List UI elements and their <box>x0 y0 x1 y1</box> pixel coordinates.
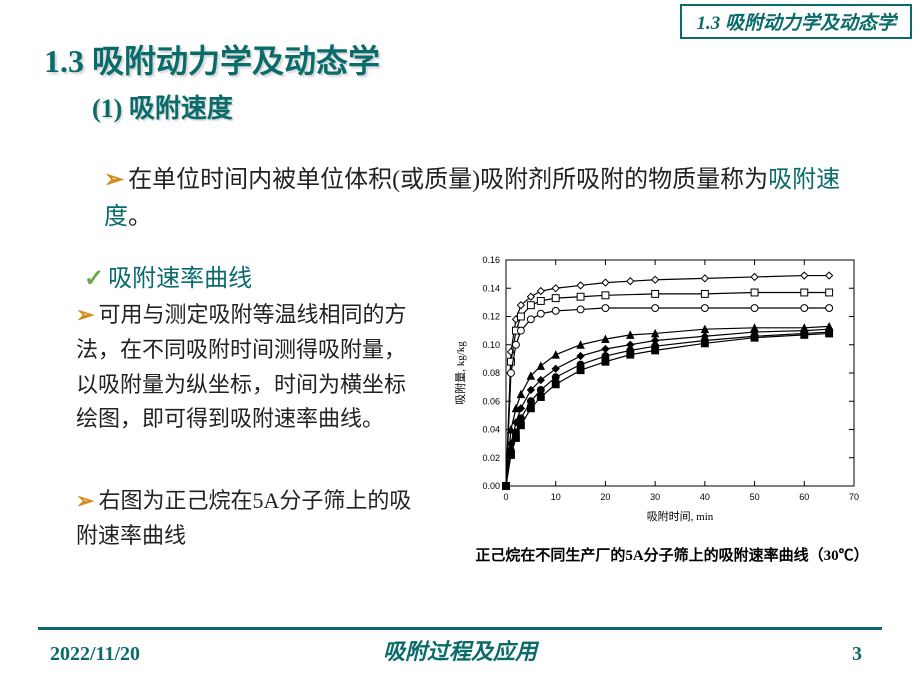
svg-text:吸附时间, min: 吸附时间, min <box>647 509 714 523</box>
svg-text:0.02: 0.02 <box>482 453 500 463</box>
definition-post: 。 <box>128 204 152 230</box>
footer-divider <box>38 627 882 630</box>
definition-text: ➢在单位时间内被单位体积(或质量)吸附剂所吸附的物质量称为吸附速度。 <box>104 162 860 236</box>
paragraph-figure-ref-text: 右图为正己烷在5A分子筛上的吸附速率曲线 <box>76 488 411 548</box>
svg-text:0.12: 0.12 <box>482 312 500 322</box>
svg-text:10: 10 <box>551 492 561 502</box>
svg-text:20: 20 <box>600 492 610 502</box>
chart-svg: 0 10 20 30 40 50 60 70 0.00 0.02 0.04 0.06 0.08 0.10 0… <box>448 250 868 530</box>
svg-text:40: 40 <box>700 492 710 502</box>
footer-page-number: 3 <box>852 643 862 666</box>
svg-text:0.14: 0.14 <box>482 283 500 293</box>
bullet-arrow-icon: ➢ <box>76 302 94 327</box>
svg-text:吸附量, kg/kg: 吸附量, kg/kg <box>453 341 467 405</box>
header-label: 1.3 吸附动力学及动态学 <box>696 13 896 34</box>
page-title: 1.3 吸附动力学及动态学 <box>44 36 380 82</box>
svg-text:0.10: 0.10 <box>482 340 500 350</box>
svg-text:0.04: 0.04 <box>482 425 500 435</box>
paragraph-figure-ref: ➢右图为正己烷在5A分子筛上的吸附速率曲线 <box>76 484 426 554</box>
svg-text:0: 0 <box>503 492 508 502</box>
svg-text:0.00: 0.00 <box>482 481 500 491</box>
footer-center-title: 吸附过程及应用 <box>0 634 920 666</box>
svg-text:30: 30 <box>650 492 660 502</box>
paragraph-method-text: 可用与测定吸附等温线相同的方法，在不同吸附时间测得吸附量，以吸附量为纵坐标，时间… <box>76 302 406 431</box>
paragraph-method: ➢可用与测定吸附等温线相同的方法，在不同吸附时间测得吸附量，以吸附量为纵坐标，时… <box>76 298 426 437</box>
adsorption-rate-chart: 0 10 20 30 40 50 60 70 0.00 0.02 0.04 0.06 0.08 0.10 0… <box>448 250 868 535</box>
check-icon: ✓ <box>84 266 104 292</box>
svg-text:0.06: 0.06 <box>482 396 500 406</box>
curve-title-text: 吸附速率曲线 <box>108 266 252 292</box>
svg-text:60: 60 <box>799 492 809 502</box>
bullet-arrow-icon: ➢ <box>76 488 94 513</box>
header-box: 1.3 吸附动力学及动态学 <box>680 4 912 39</box>
svg-text:0.08: 0.08 <box>482 368 500 378</box>
svg-text:0.16: 0.16 <box>482 255 500 265</box>
svg-text:70: 70 <box>849 492 859 502</box>
chart-caption: 正己烷在不同生产厂的5A分子筛上的吸附速率曲线（30℃） <box>452 544 892 565</box>
svg-text:50: 50 <box>750 492 760 502</box>
section-subtitle: (1) 吸附速度 <box>92 88 233 125</box>
definition-pre: 在单位时间内被单位体积(或质量)吸附剂所吸附的物质量称为 <box>128 167 768 193</box>
curve-title-line: ✓吸附速率曲线 <box>84 258 252 293</box>
bullet-arrow-icon: ➢ <box>104 167 124 193</box>
